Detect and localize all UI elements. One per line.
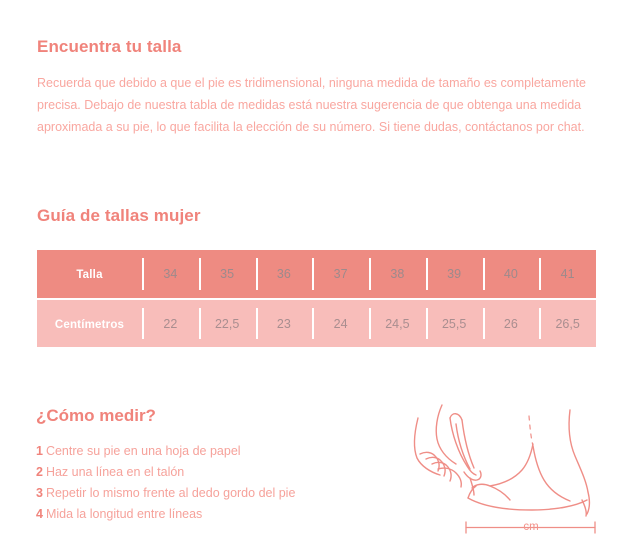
table-cell-cm-34: 22	[142, 299, 199, 347]
page-title: Encuentra tu talla	[37, 37, 182, 56]
table-cell-talla-35: 35	[198, 250, 256, 300]
table-cell-cm-41: 26,5	[539, 299, 596, 347]
how-to-measure-title: ¿Cómo medir?	[36, 406, 156, 425]
step-text: Mida la longitud entre líneas	[45, 507, 203, 521]
table-cell-talla-41: 41	[539, 250, 596, 300]
size-chart-table: Talla 34 35 36 37 38 39 40 41 Centímetro…	[37, 250, 596, 347]
list-item: 1 Centre su pie en una hoja de papel	[36, 441, 295, 462]
table-cell-talla-36: 36	[255, 250, 313, 300]
table-cell-cm-37: 24	[312, 299, 369, 347]
list-item: 3 Repetir lo mismo frente al dedo gordo d…	[36, 483, 295, 504]
size-guide-title: Guía de tallas mujer	[37, 206, 201, 225]
list-item: 4 Mida la longitud entre líneas	[36, 504, 295, 525]
table-row-talla: Talla 34 35 36 37 38 39 40 41	[37, 250, 596, 300]
table-cell-cm-39: 25,5	[425, 299, 483, 347]
row-label-centimetros: Centímetros	[37, 299, 142, 347]
table-cell-talla-34: 34	[142, 250, 199, 300]
step-number: 4	[36, 507, 43, 521]
intro-section: Encuentra tu talla Recuerda que debido a…	[37, 36, 597, 139]
step-number: 2	[36, 465, 43, 479]
table-cell-cm-38: 24,5	[369, 299, 426, 347]
ruler-label-cm: cm	[523, 521, 539, 533]
table-cell-talla-37: 37	[312, 250, 369, 300]
step-number: 3	[36, 486, 43, 500]
table-row-centimetros: Centímetros 22 22,5 23 24 24,5 25,5 26 2…	[37, 299, 596, 347]
table-cell-cm-35: 22,5	[198, 299, 256, 347]
step-text: Repetir lo mismo frente al dedo gordo de…	[45, 486, 296, 500]
row-label-talla: Talla	[37, 250, 142, 300]
list-item: 2 Haz una línea en el talón	[36, 462, 295, 483]
table-cell-talla-39: 39	[425, 250, 483, 300]
table-cell-cm-40: 26	[482, 299, 540, 347]
step-number: 1	[36, 444, 43, 458]
table-cell-talla-38: 38	[369, 250, 426, 300]
table-cell-cm-36: 23	[255, 299, 313, 347]
step-text: Haz una línea en el talón	[45, 465, 185, 479]
hand-pencil-foot-icon	[404, 396, 639, 546]
intro-paragraph: Recuerda que debido a que el pie es trid…	[37, 76, 586, 135]
step-text: Centre su pie en una hoja de papel	[45, 444, 241, 458]
table-cell-talla-40: 40	[482, 250, 540, 300]
how-to-measure-steps: 1 Centre su pie en una hoja de papel 2 Haz…	[36, 441, 295, 525]
